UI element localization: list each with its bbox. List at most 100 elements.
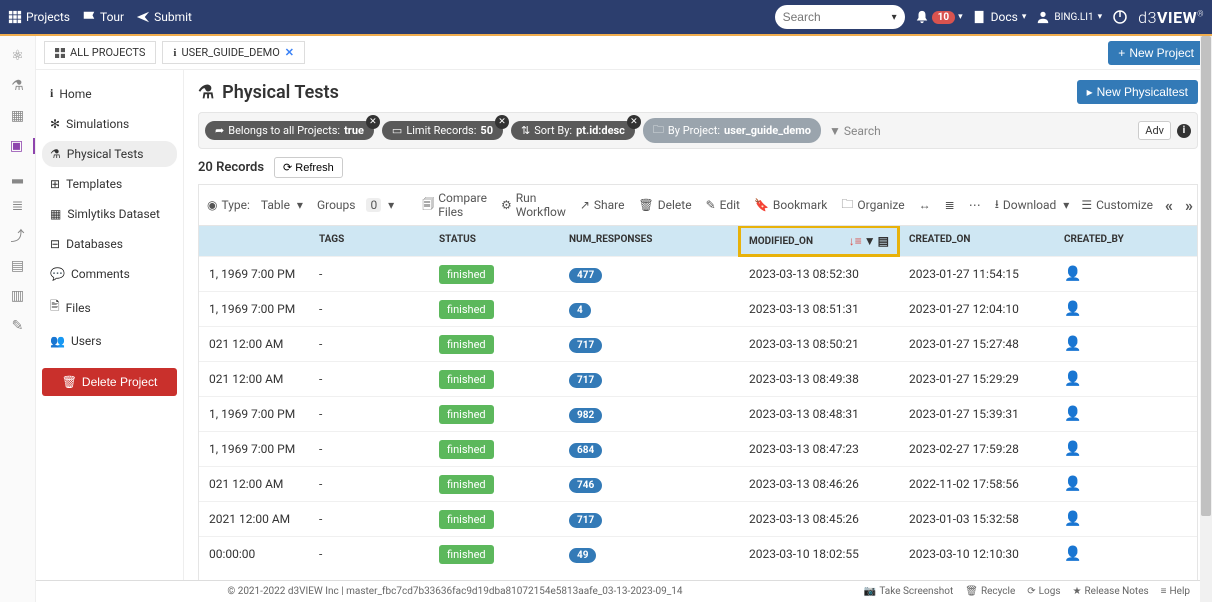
filter-pill-project[interactable]: 🗀 By Project: user_guide_demo (643, 118, 821, 143)
comment-icon: 💬 (50, 267, 65, 281)
sidebar-item-simulations[interactable]: ✻Simulations (42, 111, 177, 137)
table-row[interactable]: 1, 1969 7:00 PM-finished42023-03-13 08:5… (199, 291, 1197, 326)
tab-current-project[interactable]: i USER_GUIDE_DEMO ✕ (162, 41, 305, 64)
tool-delete[interactable]: 🗑Delete (639, 198, 692, 212)
rail-folder-icon[interactable]: ▦ (10, 108, 26, 124)
th-created-by[interactable]: CREATED_BY (1054, 226, 1197, 256)
tool-share[interactable]: ↗Share (580, 198, 625, 212)
tool-align[interactable]: ≣ (945, 198, 955, 212)
num-badge: 746 (569, 478, 602, 493)
filter-icon: ▼ (829, 124, 841, 138)
table-row[interactable]: 021 12:00 AM-finished7462023-03-13 08:46… (199, 466, 1197, 501)
delete-project-button[interactable]: 🗑 Delete Project (42, 368, 177, 396)
footer-help[interactable]: ≡Help (1161, 586, 1190, 597)
filter-icon[interactable]: ▼ (864, 234, 876, 248)
footer-release[interactable]: ★Release Notes (1073, 586, 1149, 597)
page-scrollbar[interactable] (1200, 36, 1212, 602)
plus-box-icon: ▸ (1087, 85, 1093, 99)
tab-close-icon[interactable]: ✕ (285, 46, 294, 59)
th-modified-on[interactable]: MODIFIED_ON ↓≡ ▼ ▤ (739, 226, 899, 256)
pill-close-icon[interactable]: ✕ (627, 115, 641, 129)
power-icon[interactable] (1112, 9, 1128, 25)
info-icon[interactable]: i (1177, 124, 1191, 138)
sidebar-item-comments[interactable]: 💬Comments (42, 261, 177, 287)
rail-chart-icon[interactable]: ▂ (10, 168, 26, 184)
cell-created: 2023-01-27 15:29:29 (899, 364, 1054, 394)
cell-date: 00:00:00 (199, 539, 309, 569)
tool-customize[interactable]: ☰Customize (1081, 198, 1153, 212)
sort-desc-icon[interactable]: ↓≡ (849, 234, 862, 248)
th-tags[interactable]: TAGS (309, 226, 429, 256)
rail-clipboard-icon[interactable]: ▤ (10, 258, 26, 274)
search-input[interactable] (783, 10, 897, 24)
th-num-responses[interactable]: NUM_RESPONSES (559, 226, 739, 256)
rail-note-icon[interactable]: ✎ (10, 318, 26, 334)
bars-icon[interactable]: ▤ (878, 234, 889, 248)
tab-all-projects[interactable]: ALL PROJECTS (44, 41, 156, 64)
sidebar-item-databases[interactable]: ⊟Databases (42, 231, 177, 257)
new-physicaltest-button[interactable]: ▸ New Physicaltest (1077, 80, 1198, 104)
rail-db-icon[interactable]: ≣ (10, 198, 26, 214)
refresh-button[interactable]: ⟳ Refresh (274, 157, 343, 178)
filter-pill-sort[interactable]: ⇅ Sort By: pt.id:desc ✕ (511, 121, 635, 140)
table-row[interactable]: 2021 12:00 AM-finished7172023-03-13 08:4… (199, 501, 1197, 536)
new-project-button[interactable]: + New Project (1108, 41, 1204, 65)
cell-num: 746 (559, 469, 739, 499)
footer-recycle[interactable]: 🗑Recycle (965, 586, 1015, 597)
rail-branch-icon[interactable]: ⤴ (10, 228, 26, 244)
page-content: ⚗ Physical Tests ▸ New Physicaltest ➦ Be… (184, 70, 1212, 602)
table-row[interactable]: 1, 1969 7:00 PM-finished4772023-03-13 08… (199, 256, 1197, 291)
tool-groups[interactable]: Groups 0 ▾ (317, 198, 394, 212)
nav-projects[interactable]: Projects (8, 10, 70, 24)
sidebar-item-physical[interactable]: ⚗Physical Tests (42, 141, 177, 167)
page-next-icon[interactable]: » (1185, 196, 1193, 215)
sidebar-item-home[interactable]: iHome (42, 80, 177, 107)
db-icon: ⊟ (50, 237, 60, 251)
pill-close-icon[interactable]: ✕ (495, 115, 509, 129)
th-status[interactable]: STATUS (429, 226, 559, 256)
table-row[interactable]: 1, 1969 7:00 PM-finished9822023-03-13 08… (199, 396, 1197, 431)
nav-submit[interactable]: Submit (136, 10, 192, 24)
nav-user[interactable]: BING.LI1 ▾ (1036, 10, 1102, 24)
tool-edit[interactable]: ✎Edit (706, 198, 740, 212)
filter-search[interactable]: ▼ Search (829, 124, 881, 138)
cell-tags: - (309, 364, 429, 394)
table-row[interactable]: 021 12:00 AM-finished7172023-03-13 08:49… (199, 361, 1197, 396)
sidebar-item-simlytiks[interactable]: ▦Simlytiks Dataset (42, 201, 177, 227)
tool-expand[interactable]: ↔ (919, 198, 931, 212)
nav-docs[interactable]: Docs ▾ (973, 10, 1027, 24)
rail-grid-icon[interactable]: ▣ (0, 138, 35, 154)
tool-organize[interactable]: 🗀Organize (841, 195, 904, 216)
nav-tour[interactable]: Tour (82, 10, 124, 24)
cell-status: finished (429, 259, 559, 289)
global-search[interactable]: ▾ (775, 5, 905, 29)
adv-toggle[interactable]: Adv (1138, 121, 1171, 140)
footer-logs[interactable]: ⟳Logs (1027, 586, 1060, 597)
sidebar-item-templates[interactable]: ⊞Templates (42, 171, 177, 197)
notifications[interactable]: 10 ▾ (915, 10, 963, 24)
page-prev-icon[interactable]: « (1165, 196, 1173, 215)
cell-num: 4 (559, 294, 739, 324)
filter-pill-projects[interactable]: ➦ Belongs to all Projects: true ✕ (205, 121, 374, 140)
rail-flask-icon[interactable]: ⚗ (10, 78, 26, 94)
nav-docs-label: Docs (991, 10, 1018, 24)
tool-workflow[interactable]: ⚙Run Workflow (501, 191, 566, 219)
rail-atom-icon[interactable]: ⚛ (10, 48, 26, 64)
tool-compare[interactable]: 🗐Compare Files (422, 191, 487, 219)
tool-type[interactable]: ◉Type: Table ▾ (207, 198, 303, 212)
tool-download[interactable]: ⭳Download ▾ (995, 195, 1070, 216)
sidebar-item-files[interactable]: 🖹Files (42, 291, 177, 324)
sidebar-item-users[interactable]: 👥Users (42, 328, 177, 354)
footer-screenshot[interactable]: 📷Take Screenshot (864, 586, 953, 597)
rail-bars-icon[interactable]: ▥ (10, 288, 26, 304)
table-row[interactable]: 00:00:00-finished492023-03-10 18:02:5520… (199, 536, 1197, 571)
table-row[interactable]: 1, 1969 7:00 PM-finished6842023-03-13 08… (199, 431, 1197, 466)
nav-tour-label: Tour (100, 10, 124, 24)
th-created-on[interactable]: CREATED_ON (899, 226, 1054, 256)
scrollbar-thumb[interactable] (1201, 36, 1211, 516)
filter-pill-limit[interactable]: ▭ Limit Records: 50 ✕ (382, 121, 503, 140)
pill-close-icon[interactable]: ✕ (366, 115, 380, 129)
tool-bookmark[interactable]: 🔖Bookmark (754, 198, 827, 212)
tool-more[interactable]: ⋯ (969, 198, 981, 212)
table-row[interactable]: 021 12:00 AM-finished7172023-03-13 08:50… (199, 326, 1197, 361)
